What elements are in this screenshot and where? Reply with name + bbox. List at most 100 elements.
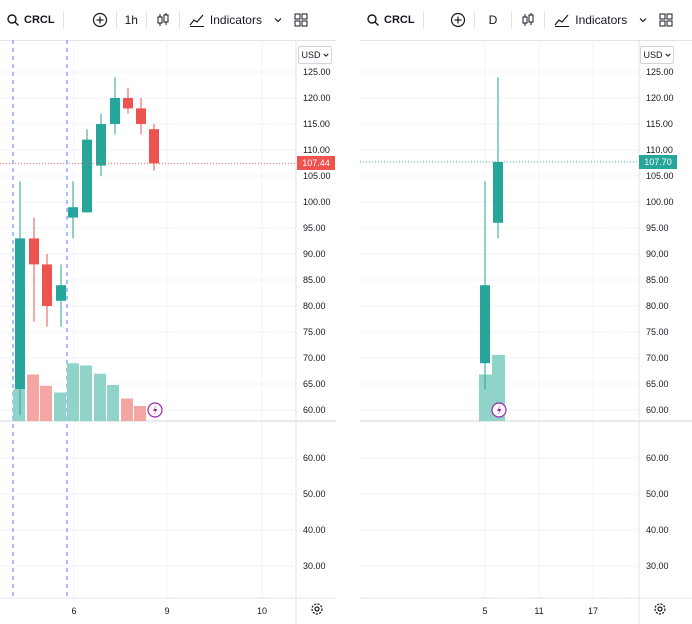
time-tick-label: 6	[71, 606, 76, 616]
volume-bar	[94, 373, 106, 421]
toolbar-divider	[62, 11, 64, 29]
lower-pane-tick-label: 30.00	[646, 561, 669, 571]
toolbar-divider	[511, 11, 513, 29]
volume-bar	[107, 385, 119, 421]
time-tick-label: 5	[482, 606, 487, 616]
price-tick-label: 120.00	[646, 93, 674, 103]
volume-bar	[54, 392, 66, 421]
indicators-button[interactable]: Indicators	[182, 6, 268, 34]
last-price-label: 107.44	[297, 156, 335, 171]
chart-more-dropdown[interactable]	[633, 6, 653, 34]
chevron-down-icon	[274, 16, 282, 24]
interval-button[interactable]: D	[488, 13, 498, 27]
price-tick-label: 80.00	[646, 301, 669, 311]
price-tick-label: 90.00	[646, 249, 669, 259]
chevron-down-icon	[639, 16, 647, 24]
price-tick-label: 100.00	[303, 197, 331, 207]
price-tick-label: 105.00	[303, 171, 331, 181]
price-chart-1h[interactable]: 125.00 120.00 115.00 110.00 105.00 100.00 95.0…	[0, 0, 336, 624]
chart-settings-button[interactable]	[653, 602, 669, 618]
volume-bar	[479, 374, 492, 421]
time-tick-label: 10	[257, 606, 267, 616]
search-icon	[366, 13, 380, 27]
indicators-icon	[553, 12, 571, 28]
price-tick-label: 85.00	[646, 275, 669, 285]
candle-body	[110, 98, 120, 124]
volume-bar	[13, 389, 25, 421]
layout-button[interactable]	[653, 6, 679, 34]
toolbar-divider	[178, 11, 180, 29]
chart-panel-right[interactable]: CRCL D Indicators	[360, 0, 692, 624]
chart-toolbar-left: CRCL 1h Indicators	[0, 0, 336, 41]
lower-pane-tick-label: 30.00	[303, 561, 326, 571]
layout-button[interactable]	[288, 6, 314, 34]
compare-symbol-button[interactable]	[86, 6, 114, 34]
price-tick-label: 125.00	[303, 67, 331, 77]
price-tick-label: 125.00	[646, 67, 674, 77]
candle-body	[82, 139, 92, 213]
symbol-search-button[interactable]: CRCL	[360, 6, 421, 34]
currency-selector[interactable]: USD	[640, 46, 674, 64]
candle-body	[29, 238, 39, 265]
currency-selector[interactable]: USD	[298, 46, 332, 64]
volume-bar	[27, 374, 39, 421]
price-tick-label: 60.00	[303, 405, 326, 415]
candles-icon	[155, 12, 171, 28]
price-tick-label: 95.00	[646, 223, 669, 233]
chart-type-button[interactable]	[514, 6, 542, 34]
chart-panel-left[interactable]: CRCL 1h Indicators	[0, 0, 336, 624]
add-symbol-icon	[450, 12, 466, 28]
layout-icon	[659, 13, 673, 27]
compare-symbol-button[interactable]	[444, 6, 472, 34]
price-tick-label: 115.00	[303, 119, 330, 129]
add-symbol-icon	[92, 12, 108, 28]
candle-body	[149, 129, 159, 164]
candle-body	[136, 108, 146, 124]
indicators-button[interactable]: Indicators	[547, 6, 633, 34]
candle-body	[493, 161, 503, 223]
lower-pane-tick-label: 60.00	[646, 453, 669, 463]
chart-toolbar-right: CRCL D Indicators	[360, 0, 692, 41]
candle-body	[68, 207, 78, 218]
price-tick-label: 70.00	[303, 353, 326, 363]
candle-body	[15, 238, 25, 390]
toolbar-divider	[145, 11, 147, 29]
price-tick-label: 85.00	[303, 275, 326, 285]
price-tick-label: 110.00	[646, 145, 673, 155]
candle-body	[42, 264, 52, 306]
price-tick-label: 60.00	[646, 405, 669, 415]
indicators-icon	[188, 12, 206, 28]
price-tick-label: 110.00	[303, 145, 330, 155]
toolbar-divider	[544, 11, 546, 29]
price-tick-label: 65.00	[303, 379, 326, 389]
lower-pane-tick-label: 40.00	[303, 525, 326, 535]
volume-bar	[134, 406, 146, 421]
panel-gap	[336, 0, 360, 624]
price-tick-label: 75.00	[303, 327, 326, 337]
toolbar-divider	[115, 11, 117, 29]
candles-icon	[520, 12, 536, 28]
price-tick-label: 120.00	[303, 93, 331, 103]
currency-label: USD	[643, 50, 663, 60]
price-tick-label: 100.00	[646, 197, 674, 207]
volume-bar	[40, 385, 52, 421]
volume-bar	[80, 365, 92, 421]
interval-button[interactable]: 1h	[124, 13, 138, 27]
search-icon	[6, 13, 20, 27]
price-tick-label: 90.00	[303, 249, 326, 259]
settings-gear-icon	[653, 602, 667, 616]
chart-settings-button[interactable]	[310, 602, 326, 618]
time-tick-label: 9	[164, 606, 169, 616]
chart-type-button[interactable]	[149, 6, 177, 34]
candle-body	[56, 285, 66, 301]
price-tick-label: 115.00	[646, 119, 673, 129]
layout-icon	[294, 13, 308, 27]
chart-more-dropdown[interactable]	[268, 6, 288, 34]
volume-bar	[121, 398, 133, 421]
symbol-label: CRCL	[384, 14, 415, 26]
symbol-search-button[interactable]: CRCL	[0, 6, 61, 34]
time-tick-label: 17	[588, 606, 598, 616]
price-chart-daily[interactable]: 125.00 120.00 115.00 110.00 105.00 100.00 95.0…	[360, 0, 692, 624]
candle-body	[96, 124, 106, 166]
price-tick-label: 105.00	[646, 171, 674, 181]
